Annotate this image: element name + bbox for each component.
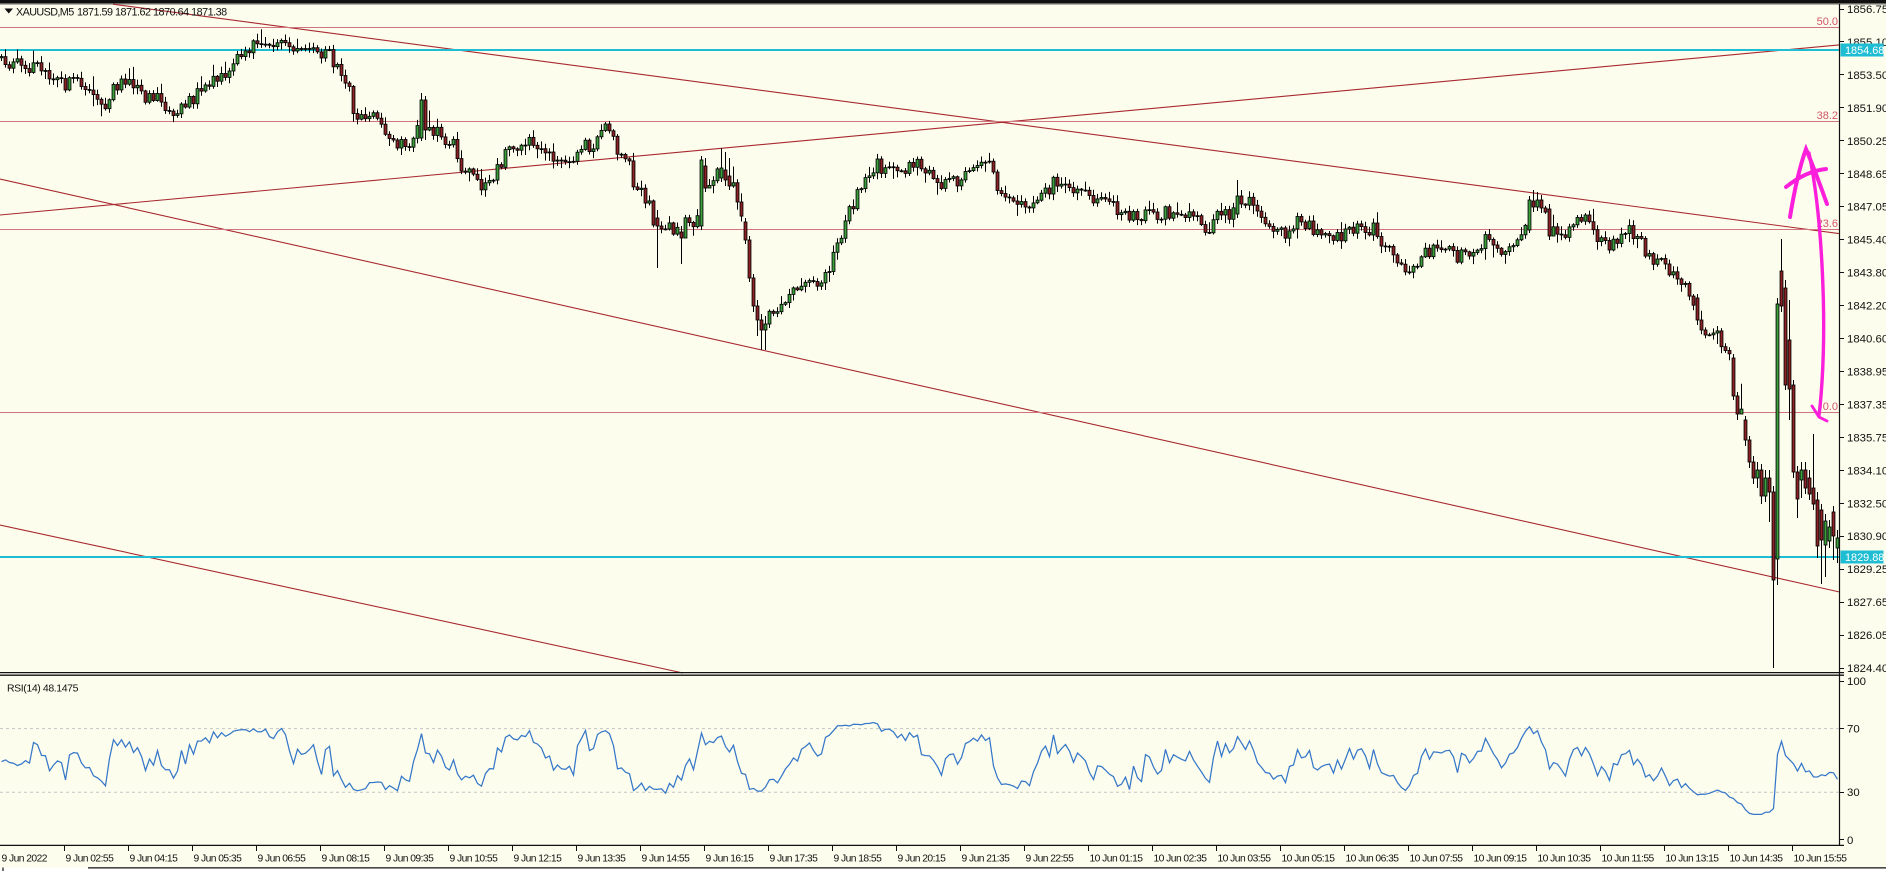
svg-text:1824.40: 1824.40 (1847, 663, 1886, 675)
svg-text:23.6: 23.6 (1817, 218, 1838, 230)
svg-text:9 Jun 06:55: 9 Jun 06:55 (258, 854, 307, 865)
svg-text:1848.65: 1848.65 (1847, 169, 1886, 181)
svg-text:100: 100 (1847, 676, 1866, 688)
svg-text:10 Jun 13:15: 10 Jun 13:15 (1666, 854, 1720, 865)
svg-text:9 Jun 17:35: 9 Jun 17:35 (770, 854, 819, 865)
svg-text:9 Jun 22:55: 9 Jun 22:55 (1026, 854, 1075, 865)
svg-text:10 Jun 07:55: 10 Jun 07:55 (1410, 854, 1464, 865)
svg-text:1854.68: 1854.68 (1845, 45, 1884, 57)
svg-text:1850.25: 1850.25 (1847, 136, 1886, 148)
svg-text:9 Jun 13:35: 9 Jun 13:35 (578, 854, 627, 865)
svg-text:0.0: 0.0 (1823, 401, 1838, 413)
svg-text:1826.05: 1826.05 (1847, 630, 1886, 642)
svg-text:1830.90: 1830.90 (1847, 531, 1886, 543)
svg-text:1851.90: 1851.90 (1847, 103, 1886, 115)
svg-text:10 Jun 09:15: 10 Jun 09:15 (1474, 854, 1528, 865)
svg-text:10 Jun 14:35: 10 Jun 14:35 (1730, 854, 1784, 865)
svg-text:1847.05: 1847.05 (1847, 202, 1886, 214)
svg-text:70: 70 (1847, 724, 1860, 736)
svg-text:38.2: 38.2 (1817, 110, 1838, 122)
svg-text:9 Jun 09:35: 9 Jun 09:35 (386, 854, 435, 865)
svg-text:1845.40: 1845.40 (1847, 235, 1886, 247)
svg-text:9 Jun 14:55: 9 Jun 14:55 (642, 854, 691, 865)
svg-text:9 Jun 2022: 9 Jun 2022 (2, 854, 48, 865)
svg-text:50.0: 50.0 (1817, 16, 1838, 28)
svg-text:1840.60: 1840.60 (1847, 334, 1886, 346)
svg-text:10 Jun 03:55: 10 Jun 03:55 (1218, 854, 1272, 865)
svg-text:9 Jun 16:15: 9 Jun 16:15 (706, 854, 755, 865)
svg-text:9 Jun 12:15: 9 Jun 12:15 (514, 854, 563, 865)
svg-text:1842.20: 1842.20 (1847, 301, 1886, 313)
svg-text:1871.59 1871.62 1870.64 1871.3: 1871.59 1871.62 1870.64 1871.38 (77, 7, 227, 19)
svg-text:1834.10: 1834.10 (1847, 465, 1886, 477)
svg-text:XAUUSD,M5: XAUUSD,M5 (16, 7, 74, 19)
svg-text:1843.80: 1843.80 (1847, 268, 1886, 280)
svg-text:10 Jun 06:35: 10 Jun 06:35 (1346, 854, 1400, 865)
svg-text:30: 30 (1847, 787, 1860, 799)
svg-text:9 Jun 04:15: 9 Jun 04:15 (130, 854, 179, 865)
svg-text:9 Jun 20:15: 9 Jun 20:15 (898, 854, 947, 865)
svg-text:9 Jun 18:55: 9 Jun 18:55 (834, 854, 883, 865)
svg-text:1835.75: 1835.75 (1847, 432, 1886, 444)
svg-text:9 Jun 08:15: 9 Jun 08:15 (322, 854, 371, 865)
svg-text:1827.65: 1827.65 (1847, 597, 1886, 609)
svg-text:0: 0 (1847, 835, 1853, 847)
svg-text:9 Jun 02:55: 9 Jun 02:55 (66, 854, 115, 865)
svg-text:10 Jun 01:15: 10 Jun 01:15 (1090, 854, 1144, 865)
svg-text:10 Jun 02:35: 10 Jun 02:35 (1154, 854, 1208, 865)
svg-text:1837.35: 1837.35 (1847, 399, 1886, 411)
svg-text:9 Jun 05:35: 9 Jun 05:35 (194, 854, 243, 865)
svg-text:1832.50: 1832.50 (1847, 498, 1886, 510)
svg-text:10 Jun 05:15: 10 Jun 05:15 (1282, 854, 1336, 865)
svg-text:10 Jun 11:55: 10 Jun 11:55 (1602, 854, 1655, 865)
svg-text:1853.50: 1853.50 (1847, 70, 1886, 82)
svg-text:10 Jun 10:35: 10 Jun 10:35 (1538, 854, 1592, 865)
svg-text:1856.75: 1856.75 (1847, 4, 1886, 16)
svg-text:9 Jun 10:55: 9 Jun 10:55 (450, 854, 499, 865)
svg-text:RSI(14) 48.1475: RSI(14) 48.1475 (7, 683, 79, 695)
svg-text:10 Jun 15:55: 10 Jun 15:55 (1794, 854, 1848, 865)
svg-text:1838.95: 1838.95 (1847, 367, 1886, 379)
svg-text:1829.25: 1829.25 (1847, 564, 1886, 576)
svg-text:1829.88: 1829.88 (1845, 552, 1884, 564)
svg-text:9 Jun 21:35: 9 Jun 21:35 (962, 854, 1011, 865)
